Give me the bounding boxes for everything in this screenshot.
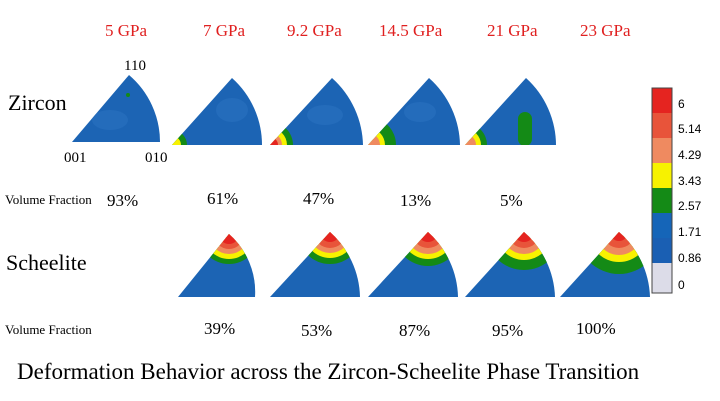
color-scale-bar: 6 5.14 4.29 3.43 2.57 1.71 0.86 0 <box>651 87 702 294</box>
scheelite-volume-fraction-21gpa: 95% <box>492 321 523 340</box>
scheelite-volume-fraction-23gpa: 100% <box>576 319 616 338</box>
scheelite-pole-figure-9-2gpa <box>270 232 360 297</box>
pressure-label-21: 21 GPa <box>487 21 538 40</box>
colorbar-segment-2 <box>652 113 672 138</box>
colorbar-segment-6 <box>652 213 672 238</box>
colorbar-tick-6: 6 <box>678 97 685 111</box>
zircon-pole-figure-5gpa <box>72 75 160 142</box>
zircon-row-label: Zircon <box>8 90 67 115</box>
scheelite-volume-fraction-9-2gpa: 53% <box>301 321 332 340</box>
colorbar-tick-3-43: 3.43 <box>678 174 702 188</box>
zircon-volume-fraction-label: Volume Fraction <box>5 192 92 207</box>
colorbar-tick-0-86: 0.86 <box>678 251 702 265</box>
pressure-label-5: 5 GPa <box>105 21 147 40</box>
zircon-pole-figure-7gpa <box>172 78 262 145</box>
colorbar-segment-3 <box>652 138 672 163</box>
figure-caption: Deformation Behavior across the Zircon-S… <box>17 359 640 384</box>
scheelite-pole-figure-14-5gpa <box>368 232 458 297</box>
zircon-volume-fraction-5gpa: 93% <box>107 191 138 210</box>
zircon-volume-fraction-14-5gpa: 13% <box>400 191 431 210</box>
axis-label-010: 010 <box>145 150 168 166</box>
axis-label-001: 001 <box>64 150 87 166</box>
zircon-pole-figure-14-5gpa <box>368 78 460 145</box>
colorbar-tick-5-14: 5.14 <box>678 122 702 136</box>
colorbar-segment-1 <box>652 88 672 113</box>
zircon-volume-fraction-21gpa: 5% <box>500 191 523 210</box>
colorbar-segment-5 <box>652 188 672 213</box>
pressure-label-9-2: 9.2 GPa <box>287 21 342 40</box>
pressure-label-23: 23 GPa <box>580 21 631 40</box>
colorbar-tick-4-29: 4.29 <box>678 148 702 162</box>
colorbar-segment-4 <box>652 163 672 188</box>
colorbar-tick-0: 0 <box>678 278 685 292</box>
pressure-label-7: 7 GPa <box>203 21 245 40</box>
colorbar-tick-1-71: 1.71 <box>678 225 702 239</box>
scheelite-pole-figure-7gpa <box>178 234 256 297</box>
zircon-volume-fraction-9-2gpa: 47% <box>303 189 334 208</box>
scheelite-pole-figure-21gpa <box>465 232 555 297</box>
zircon-pole-figure-9-2gpa <box>270 78 363 145</box>
pressure-label-14-5: 14.5 GPa <box>379 21 443 40</box>
colorbar-tick-2-57: 2.57 <box>678 199 702 213</box>
scheelite-volume-fraction-7gpa: 39% <box>204 319 235 338</box>
colorbar-segment-8 <box>652 263 672 293</box>
scheelite-volume-fraction-14-5gpa: 87% <box>399 321 430 340</box>
zircon-volume-fraction-7gpa: 61% <box>207 189 238 208</box>
scheelite-row-label: Scheelite <box>6 250 87 275</box>
colorbar-frame <box>651 87 673 294</box>
scheelite-volume-fraction-label: Volume Fraction <box>5 322 92 337</box>
zircon-pole-figure-21gpa <box>465 78 556 145</box>
colorbar-segment-7 <box>652 238 672 263</box>
axis-label-110: 110 <box>124 58 146 74</box>
